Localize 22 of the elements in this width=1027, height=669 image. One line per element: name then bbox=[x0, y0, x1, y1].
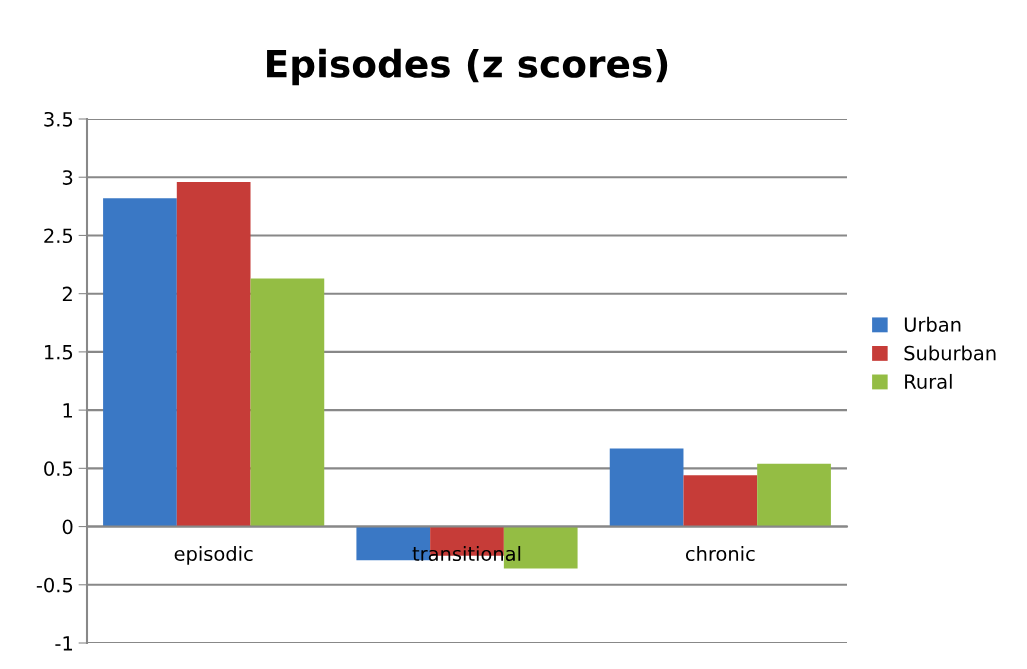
y-tick-label: 3.5 bbox=[44, 111, 73, 127]
bar bbox=[176, 181, 251, 527]
y-tick-label: 3 bbox=[62, 170, 73, 185]
bar bbox=[609, 448, 684, 527]
y-tick-label: -1 bbox=[55, 636, 73, 651]
bar bbox=[250, 278, 325, 527]
y-tick-label: 2 bbox=[62, 286, 72, 302]
y-tick-label: 0.5 bbox=[44, 461, 73, 476]
y-tick-label: -0.5 bbox=[36, 577, 73, 593]
bar bbox=[683, 475, 758, 527]
y-tick-label: 0 bbox=[62, 519, 73, 535]
bar bbox=[757, 463, 831, 527]
legend-label: Rural bbox=[905, 373, 952, 389]
x-tick-label: chronic bbox=[685, 546, 755, 562]
chart-title: Episodes (z scores) bbox=[267, 48, 668, 86]
y-tick-label: 1.5 bbox=[45, 345, 73, 360]
y-tick-label: 1 bbox=[63, 403, 73, 418]
x-tick-label: episodic bbox=[174, 546, 253, 565]
bar bbox=[103, 198, 177, 527]
legend-label: Suburban bbox=[904, 345, 996, 361]
legend-label: Urban bbox=[904, 316, 961, 332]
y-tick-label: 2.5 bbox=[44, 228, 73, 244]
